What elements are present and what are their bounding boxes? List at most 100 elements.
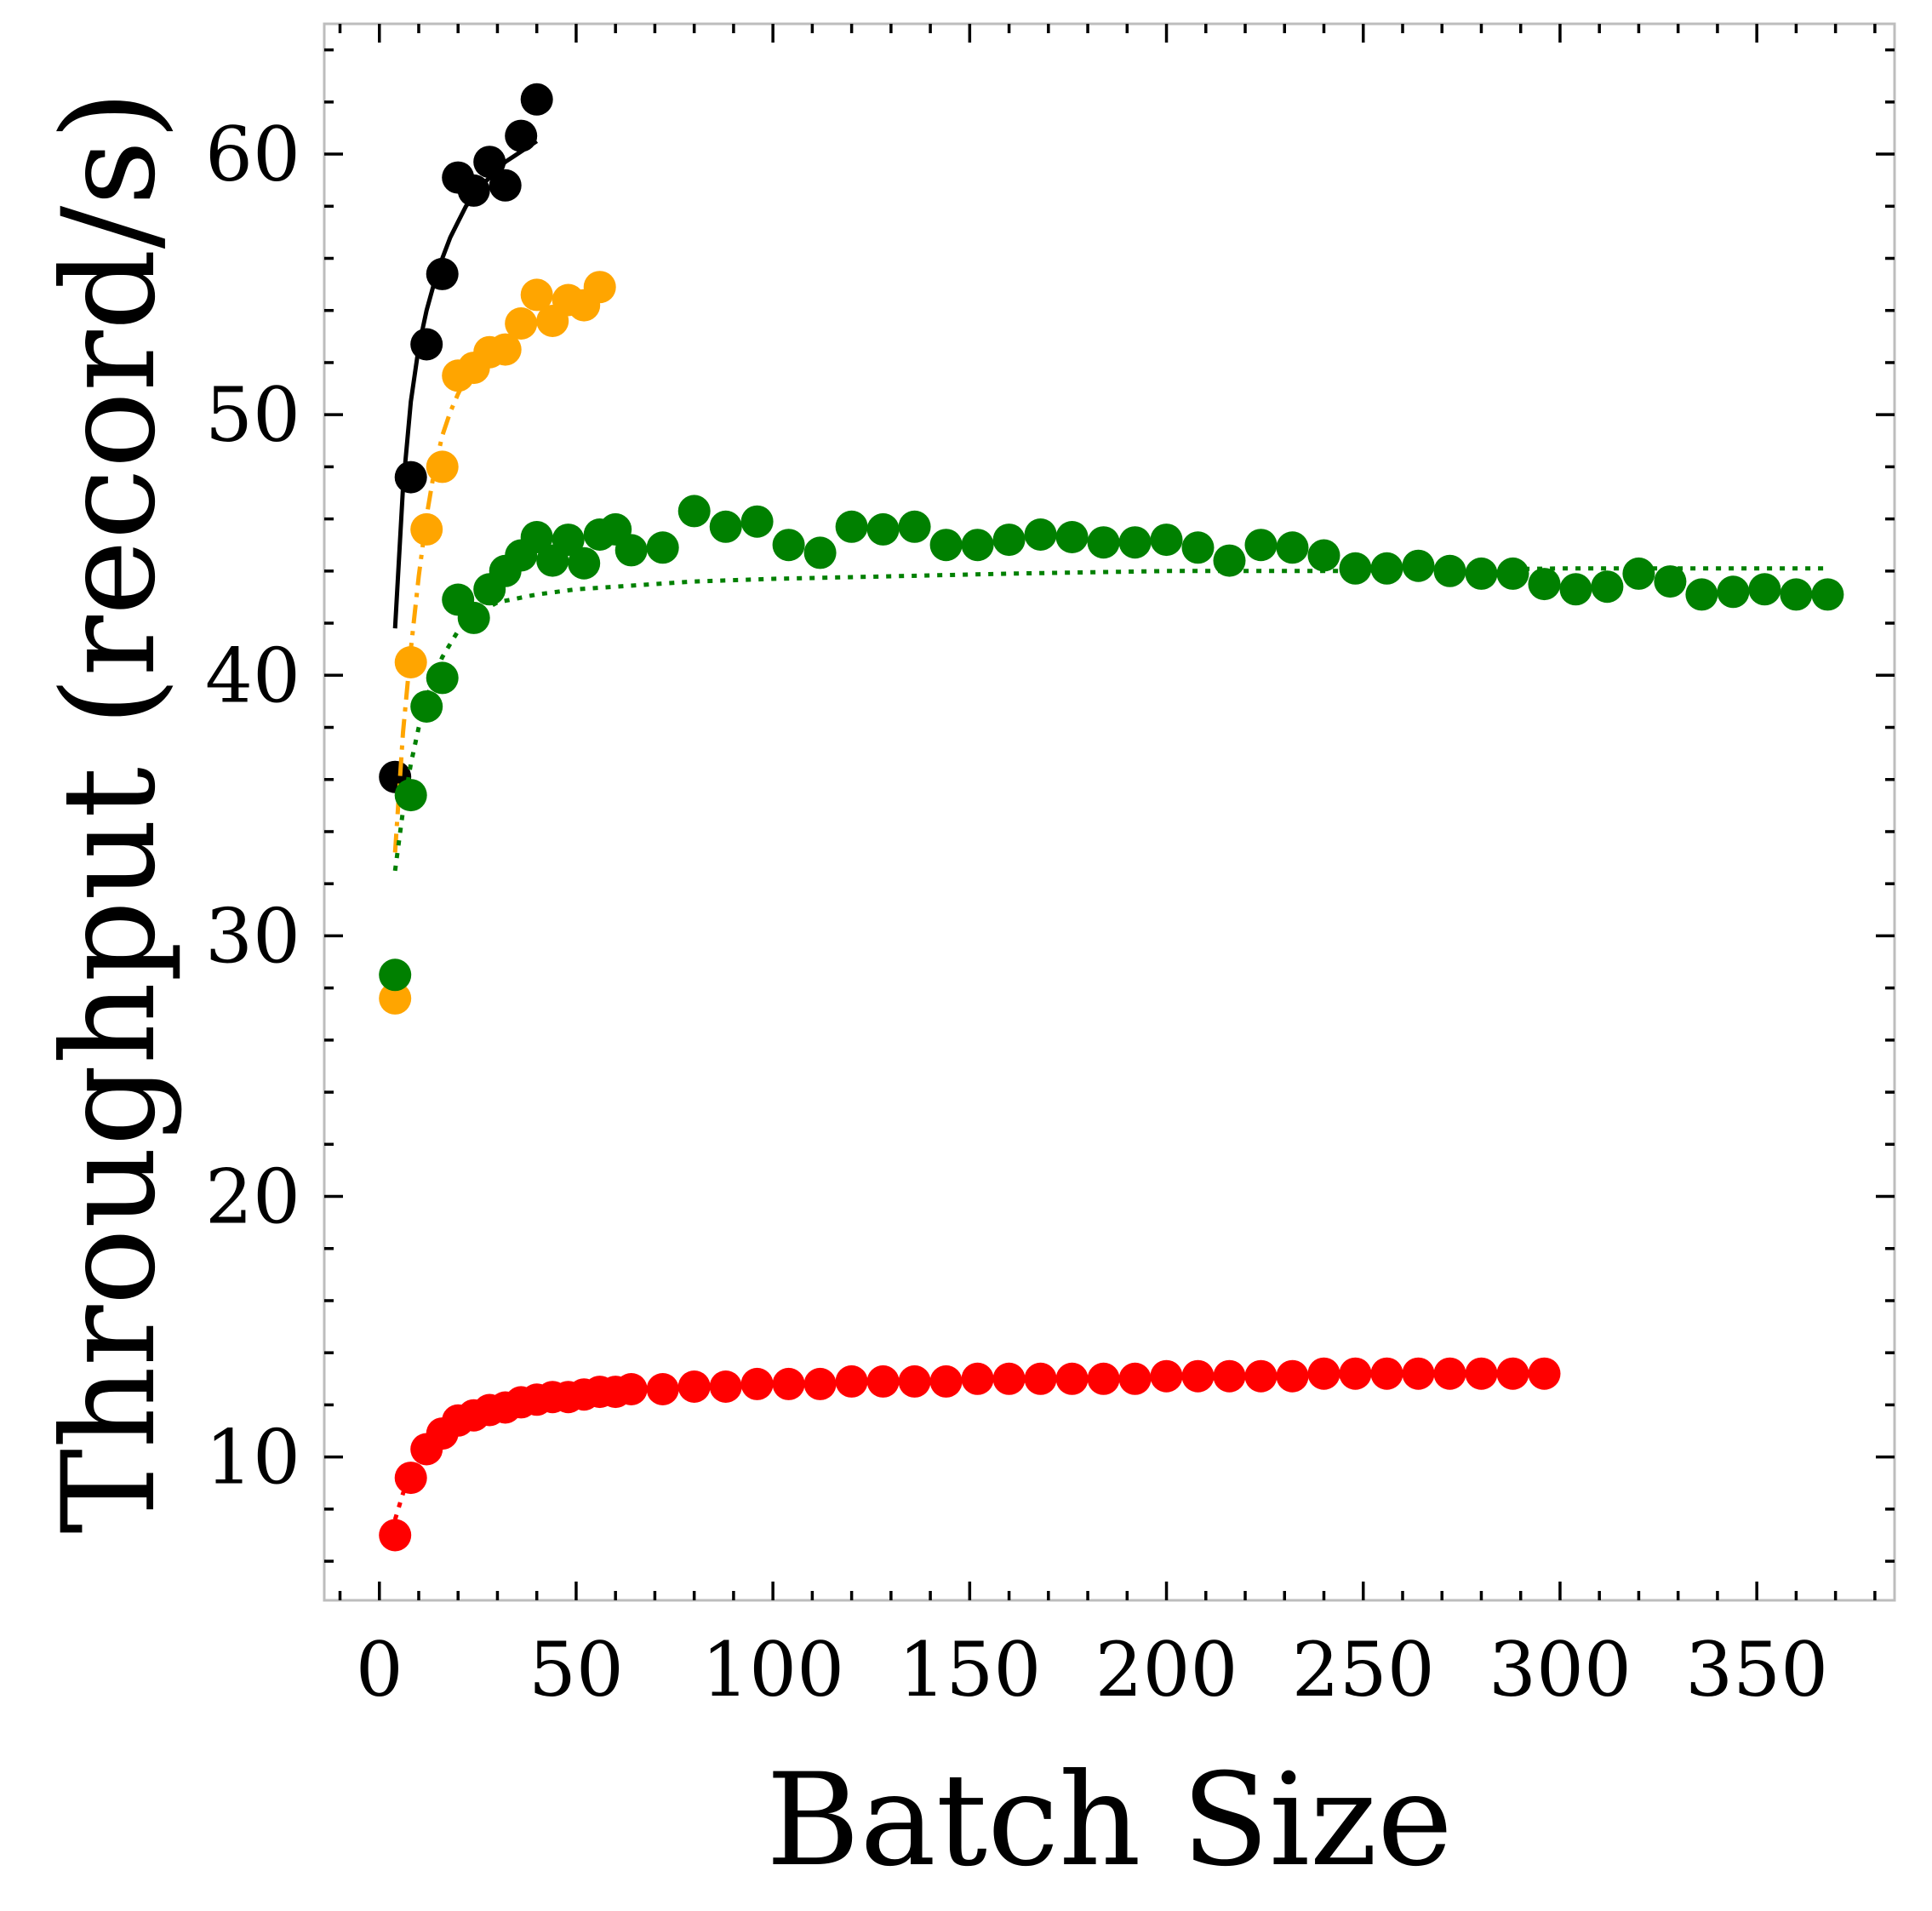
series-3-point: [1496, 1357, 1529, 1390]
series-2-point: [1591, 570, 1624, 604]
x-axis-title: Batch Size: [766, 1747, 1453, 1895]
series-2-point: [709, 510, 742, 543]
series-0-point: [410, 328, 443, 361]
series-3-point: [740, 1367, 774, 1400]
y-tick-label: 30: [205, 892, 300, 980]
series-2-point: [1244, 529, 1278, 562]
series-2-point: [1307, 539, 1340, 572]
plot-layer: [379, 83, 1844, 1552]
series-1-point: [520, 278, 553, 312]
series-2-point: [1496, 557, 1529, 590]
series-3-point: [709, 1370, 742, 1403]
series-1-point: [505, 307, 538, 340]
series-3-point: [394, 1462, 427, 1495]
series-0-point: [426, 257, 459, 290]
series-3-point: [961, 1362, 994, 1395]
series-2-point: [426, 661, 459, 695]
series-2-point: [568, 546, 601, 580]
y-tick-label: 50: [205, 371, 300, 459]
series-2-point: [457, 601, 490, 634]
series-3-point: [1307, 1357, 1340, 1390]
series-3-point: [1370, 1357, 1403, 1390]
series-3-point: [1339, 1357, 1372, 1390]
series-3-point: [1433, 1357, 1466, 1390]
x-tick-label: 0: [356, 1626, 403, 1714]
series-2-point: [1811, 578, 1844, 611]
series-0-point: [473, 146, 506, 179]
series-0-point: [457, 174, 490, 207]
x-tick-label: 350: [1685, 1626, 1828, 1714]
series-3-point: [835, 1365, 868, 1398]
series-3-point: [646, 1373, 679, 1405]
series-2-point: [394, 779, 427, 812]
series-2-point: [677, 495, 711, 528]
series-3-point: [1087, 1362, 1120, 1395]
series-2-point: [1181, 531, 1215, 564]
series-2-point: [803, 536, 837, 569]
series-2-point: [1087, 526, 1120, 559]
series-3-point: [1150, 1359, 1183, 1393]
series-3-point: [1118, 1362, 1152, 1395]
series-2-point: [866, 512, 900, 546]
y-tick-label: 60: [205, 111, 300, 198]
y-tick-label: 10: [205, 1414, 300, 1502]
series-2-point: [614, 534, 648, 567]
series-2-point: [1024, 518, 1057, 551]
series-0-point: [394, 461, 427, 494]
series-3-point: [677, 1370, 711, 1403]
series-3-point: [1276, 1359, 1309, 1393]
series-1-point: [583, 271, 616, 304]
series-2-point: [772, 529, 805, 562]
series-3-point: [1465, 1357, 1498, 1390]
y-axis-title: Throughput (record/s): [36, 90, 184, 1534]
series-2-point: [1685, 578, 1718, 611]
series-2-point: [961, 529, 994, 562]
series-2-point: [1339, 552, 1372, 585]
series-2-point: [1118, 526, 1152, 559]
series-0-point: [505, 119, 538, 152]
series-2-point: [1465, 557, 1498, 590]
series-2-point: [835, 510, 868, 543]
ticks-layer: 0 50 100 150 200 250 300 350 10 20 30 40 50 60: [205, 24, 1895, 1714]
series-2-point: [1528, 568, 1561, 601]
series-2-fit-line: [392, 566, 1828, 872]
series-2-point: [740, 505, 774, 538]
plot-frame: [323, 22, 1896, 1602]
series-1-point: [489, 333, 522, 366]
series-2-point: [1276, 531, 1309, 564]
y-tick-label: 20: [205, 1153, 300, 1241]
series-2-point: [1150, 524, 1183, 557]
series-1-point: [394, 646, 427, 678]
series-0-point: [520, 83, 553, 116]
series-3-point: [929, 1365, 963, 1398]
x-tick-label: 50: [529, 1626, 624, 1714]
x-tick-label: 250: [1292, 1626, 1435, 1714]
series-2-point: [1654, 565, 1687, 598]
series-1-point: [379, 981, 412, 1015]
series-2-point: [552, 524, 585, 557]
series-3-point: [803, 1367, 837, 1400]
series-2-point: [1559, 573, 1592, 606]
series-2-point: [1717, 575, 1750, 609]
series-3-point: [1402, 1357, 1435, 1390]
x-tick-label: 100: [701, 1626, 844, 1714]
series-2-point: [1402, 549, 1435, 582]
series-3-point: [1024, 1362, 1057, 1395]
series-3-point: [772, 1367, 805, 1400]
series-2-point: [410, 690, 443, 723]
series-3-point: [1055, 1362, 1089, 1395]
x-tick-label: 200: [1095, 1626, 1238, 1714]
series-2-point: [1213, 544, 1246, 577]
series-3-point: [898, 1365, 931, 1398]
series-1-point: [426, 450, 459, 483]
series-2-point: [1370, 552, 1403, 585]
series-3-point: [992, 1362, 1026, 1395]
x-tick-label: 150: [898, 1626, 1041, 1714]
series-3-point: [379, 1519, 412, 1552]
series-1-point: [410, 512, 443, 546]
series-3-point: [1244, 1359, 1278, 1393]
series-2-point: [1748, 573, 1781, 606]
series-3-point: [1528, 1357, 1561, 1390]
series-3-point: [1213, 1359, 1246, 1393]
